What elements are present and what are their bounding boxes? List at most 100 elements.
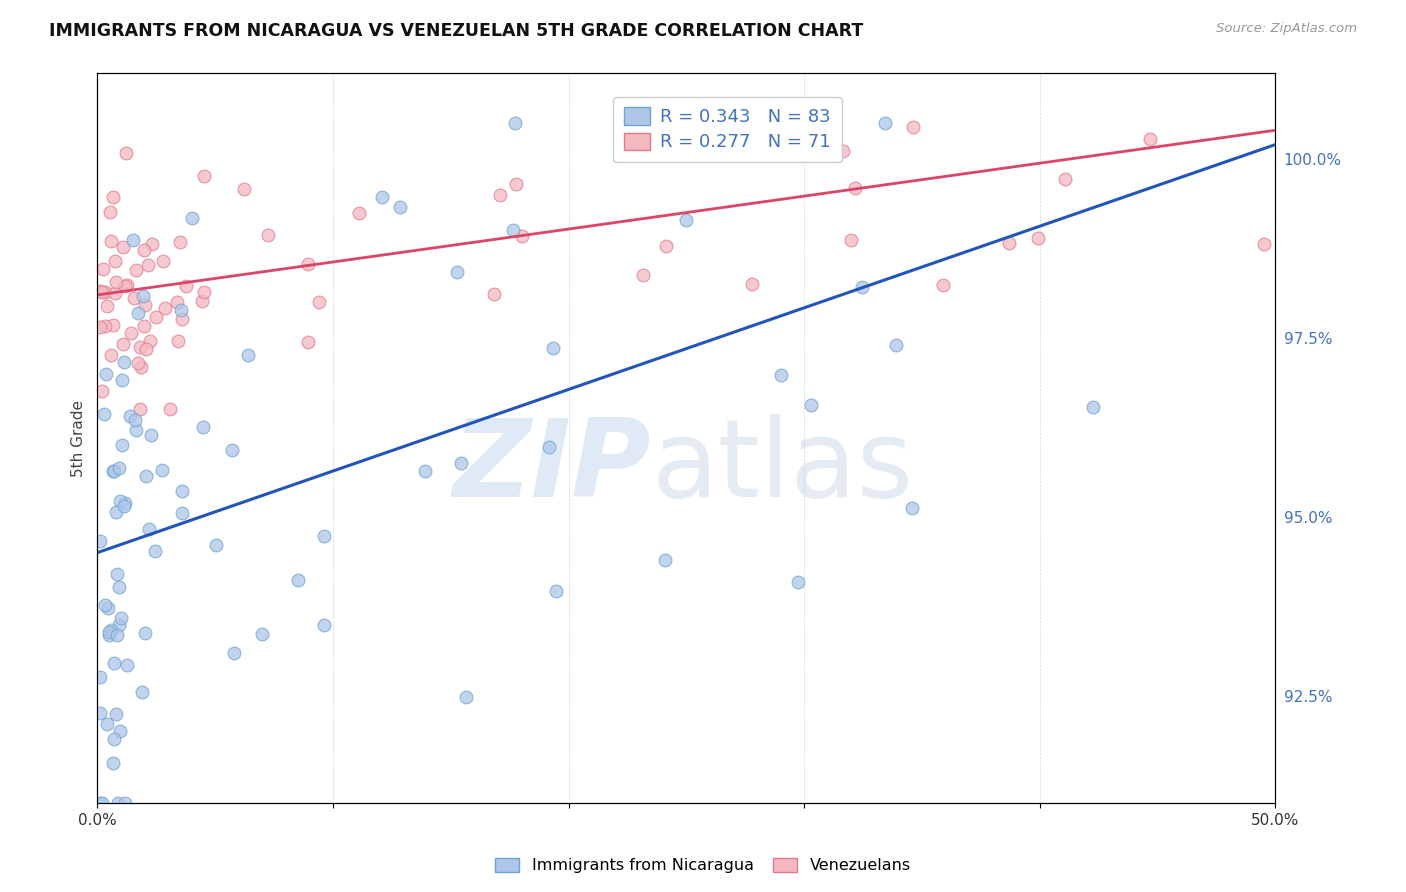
Point bbox=[115, 146, 138, 161]
Point bbox=[754, 131, 776, 145]
Point bbox=[97, 625, 120, 640]
Point bbox=[193, 285, 215, 299]
Point bbox=[787, 574, 810, 589]
Point bbox=[91, 285, 114, 300]
Point bbox=[105, 628, 128, 642]
Point bbox=[94, 319, 117, 334]
Point bbox=[139, 428, 162, 442]
Point bbox=[193, 420, 215, 434]
Point bbox=[503, 116, 526, 130]
Point bbox=[172, 507, 194, 521]
Point bbox=[236, 348, 259, 362]
Point bbox=[103, 656, 125, 670]
Point bbox=[875, 116, 897, 130]
Point bbox=[129, 359, 152, 374]
Point bbox=[181, 211, 204, 225]
Point bbox=[454, 690, 477, 705]
Point bbox=[112, 337, 135, 351]
Point bbox=[159, 402, 181, 417]
Point bbox=[1253, 237, 1275, 252]
Point bbox=[128, 340, 150, 354]
Point bbox=[111, 438, 134, 452]
Point bbox=[107, 796, 129, 810]
Point bbox=[510, 229, 533, 244]
Point bbox=[103, 464, 125, 478]
Point bbox=[832, 144, 855, 158]
Point bbox=[769, 368, 792, 383]
Point bbox=[138, 522, 160, 536]
Point bbox=[94, 368, 117, 382]
Point bbox=[174, 279, 197, 293]
Point bbox=[89, 284, 111, 298]
Point bbox=[450, 456, 472, 470]
Point bbox=[91, 262, 114, 277]
Point bbox=[112, 355, 135, 369]
Point bbox=[631, 268, 654, 283]
Point bbox=[169, 235, 191, 249]
Point bbox=[110, 494, 132, 508]
Point bbox=[89, 706, 111, 721]
Point bbox=[101, 756, 124, 770]
Point bbox=[96, 299, 118, 313]
Point bbox=[191, 293, 214, 308]
Point bbox=[114, 278, 136, 293]
Point bbox=[844, 181, 866, 195]
Text: atlas: atlas bbox=[651, 414, 912, 520]
Point bbox=[112, 499, 135, 513]
Text: IMMIGRANTS FROM NICARAGUA VS VENEZUELAN 5TH GRADE CORRELATION CHART: IMMIGRANTS FROM NICARAGUA VS VENEZUELAN … bbox=[49, 22, 863, 40]
Legend: Immigrants from Nicaragua, Venezuelans: Immigrants from Nicaragua, Venezuelans bbox=[489, 851, 917, 880]
Point bbox=[655, 239, 678, 253]
Point bbox=[100, 204, 122, 219]
Point bbox=[997, 236, 1019, 251]
Point bbox=[110, 610, 132, 624]
Point bbox=[297, 257, 319, 271]
Point bbox=[94, 285, 117, 299]
Point bbox=[221, 443, 243, 458]
Point bbox=[134, 318, 156, 333]
Point bbox=[100, 235, 122, 249]
Point bbox=[546, 584, 568, 599]
Point bbox=[841, 233, 863, 247]
Point bbox=[103, 318, 125, 332]
Point bbox=[114, 496, 136, 510]
Point bbox=[505, 178, 527, 192]
Point bbox=[932, 277, 955, 292]
Point bbox=[122, 292, 145, 306]
Point bbox=[89, 319, 111, 334]
Point bbox=[482, 286, 505, 301]
Point bbox=[120, 326, 142, 340]
Point bbox=[287, 573, 309, 587]
Point bbox=[884, 338, 907, 352]
Point bbox=[93, 407, 115, 421]
Point bbox=[91, 796, 114, 810]
Point bbox=[94, 598, 117, 612]
Point bbox=[308, 295, 330, 310]
Point bbox=[1081, 400, 1104, 414]
Point bbox=[166, 295, 188, 310]
Point bbox=[654, 553, 676, 567]
Point bbox=[118, 409, 141, 423]
Point bbox=[135, 342, 157, 356]
Point bbox=[107, 580, 129, 594]
Point bbox=[112, 240, 135, 254]
Point bbox=[250, 626, 273, 640]
Point bbox=[172, 312, 194, 326]
Point bbox=[89, 534, 111, 549]
Point bbox=[143, 544, 166, 558]
Point bbox=[136, 258, 159, 272]
Point bbox=[1054, 172, 1077, 186]
Point bbox=[105, 275, 128, 289]
Point bbox=[117, 657, 139, 672]
Point bbox=[314, 529, 336, 543]
Point bbox=[89, 670, 111, 684]
Point bbox=[122, 233, 145, 247]
Point bbox=[127, 306, 149, 320]
Point bbox=[107, 618, 129, 632]
Point bbox=[103, 189, 125, 203]
Point bbox=[98, 628, 121, 642]
Point bbox=[139, 334, 162, 349]
Point bbox=[538, 440, 561, 454]
Point bbox=[125, 262, 148, 277]
Point bbox=[134, 625, 156, 640]
Point bbox=[105, 706, 128, 721]
